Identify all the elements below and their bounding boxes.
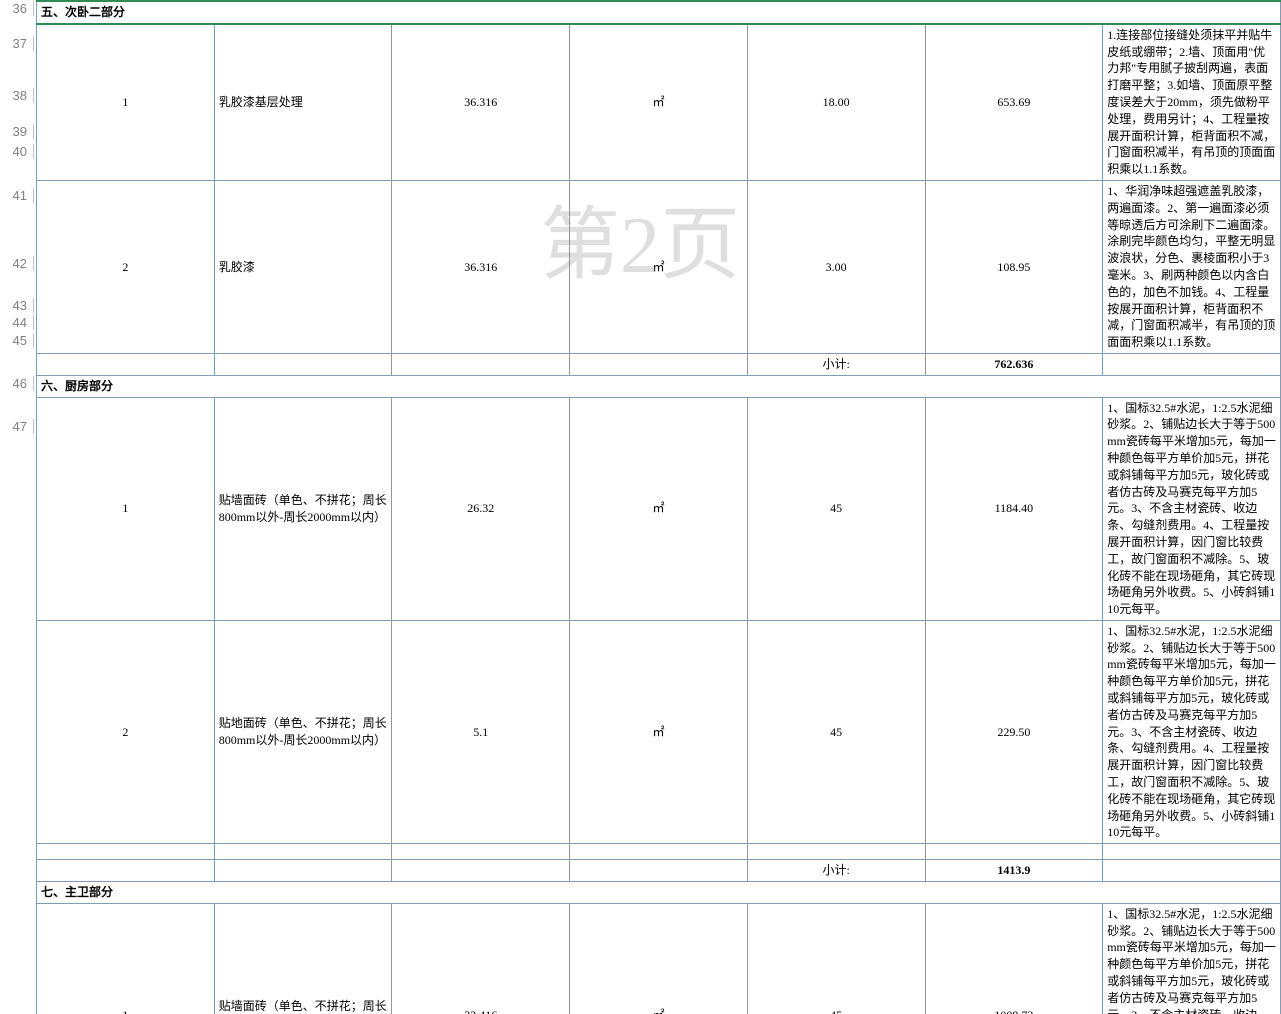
empty-cell: [1103, 353, 1281, 375]
description: 1、国标32.5#水泥，1:2.5水泥细砂浆。2、铺贴边长大于等于500mm瓷砖…: [1103, 620, 1281, 843]
row-number: 44: [0, 315, 34, 330]
item-name: 乳胶漆基层处理: [214, 24, 392, 181]
item-name: 贴墙面砖（单色、不拼花；周长800mm以外-周长2000mm以内）: [214, 903, 392, 1014]
unit-price: 45: [747, 397, 925, 620]
line-total: 653.69: [925, 24, 1103, 181]
quantity: 5.1: [392, 620, 570, 843]
quantity: 36.316: [392, 180, 570, 353]
line-total: 1184.40: [925, 397, 1103, 620]
description: 1、国标32.5#水泥，1:2.5水泥细砂浆。2、铺贴边长大于等于500mm瓷砖…: [1103, 903, 1281, 1014]
description: 1、国标32.5#水泥，1:2.5水泥细砂浆。2、铺贴边长大于等于500mm瓷砖…: [1103, 397, 1281, 620]
empty-cell: [392, 353, 570, 375]
unit-price: 45: [747, 620, 925, 843]
unit: ㎡: [570, 903, 748, 1014]
row-number: 37: [0, 36, 34, 51]
row-number: 47: [0, 419, 34, 434]
row-number: 43: [0, 298, 34, 313]
empty-cell: [570, 860, 748, 882]
quantity: 36.316: [392, 24, 570, 181]
description: 1、华润净味超强遮盖乳胶漆，两遍面漆。2、第一遍面漆必须等晾透后方可涂刷下二遍面…: [1103, 180, 1281, 353]
empty-cell: [37, 353, 215, 375]
row-number: 46: [0, 376, 34, 391]
quantity: 26.32: [392, 397, 570, 620]
line-total: 1008.72: [925, 903, 1103, 1014]
empty-cell: [1103, 844, 1281, 860]
row-number: 40: [0, 144, 34, 159]
subtotal-value: 762.636: [925, 353, 1103, 375]
empty-cell: [37, 860, 215, 882]
row-index: 2: [37, 620, 215, 843]
empty-cell: [214, 844, 392, 860]
empty-cell: [37, 844, 215, 860]
line-total: 108.95: [925, 180, 1103, 353]
empty-cell: [214, 353, 392, 375]
unit: ㎡: [570, 397, 748, 620]
line-total: 229.50: [925, 620, 1103, 843]
item-name: 贴地面砖（单色、不拼花；周长800mm以外-周长2000mm以内）: [214, 620, 392, 843]
row-number: 38: [0, 88, 34, 103]
empty-cell: [392, 860, 570, 882]
row-index: 1: [37, 397, 215, 620]
row-number: 41: [0, 188, 34, 203]
unit-price: 18.00: [747, 24, 925, 181]
row-index: 2: [37, 180, 215, 353]
subtotal-value: 1413.9: [925, 860, 1103, 882]
unit-price: 3.00: [747, 180, 925, 353]
empty-cell: [1103, 860, 1281, 882]
row-number: 36: [0, 1, 34, 16]
empty-cell: [570, 353, 748, 375]
subtotal-label: 小计:: [747, 353, 925, 375]
section-title: 六、厨房部分: [37, 375, 1281, 397]
item-name: 乳胶漆: [214, 180, 392, 353]
unit-price: 45: [747, 903, 925, 1014]
empty-cell: [214, 860, 392, 882]
section-title: 五、次卧二部分: [37, 1, 1281, 24]
row-number: 39: [0, 124, 34, 139]
empty-cell: [392, 844, 570, 860]
empty-cell: [570, 844, 748, 860]
empty-cell: [925, 844, 1103, 860]
row-index: 1: [37, 903, 215, 1014]
empty-cell: [747, 844, 925, 860]
row-index: 1: [37, 24, 215, 181]
description: 1.连接部位接缝处须抹平并贴牛皮纸或绷带；2.墙、顶面用"优力邦"专用腻子披刮两…: [1103, 24, 1281, 181]
row-number: 45: [0, 333, 34, 348]
item-name: 贴墙面砖（单色、不拼花；周长800mm以外-周长2000mm以内）: [214, 397, 392, 620]
subtotal-label: 小计:: [747, 860, 925, 882]
unit: ㎡: [570, 180, 748, 353]
unit: ㎡: [570, 620, 748, 843]
spreadsheet-table: 363738394041424344454647五、次卧二部分1乳胶漆基层处理3…: [0, 0, 1281, 1014]
unit: ㎡: [570, 24, 748, 181]
quantity: 22.416: [392, 903, 570, 1014]
row-number: 42: [0, 256, 34, 271]
section-title: 七、主卫部分: [37, 882, 1281, 904]
